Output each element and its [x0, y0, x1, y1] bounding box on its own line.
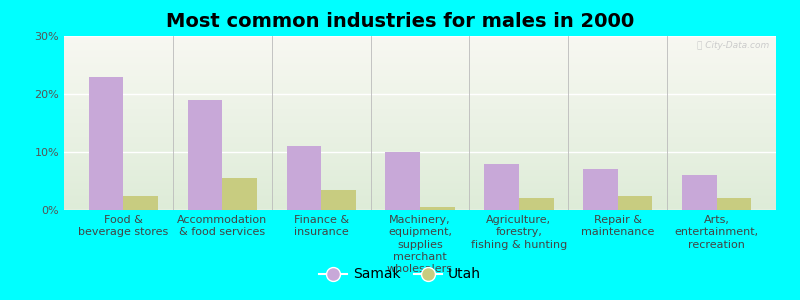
Text: ⓘ City-Data.com: ⓘ City-Data.com: [697, 41, 769, 50]
Bar: [286, 146, 321, 210]
Bar: [89, 76, 123, 210]
Bar: [717, 198, 751, 210]
Bar: [682, 175, 717, 210]
Bar: [321, 190, 356, 210]
Bar: [583, 169, 618, 210]
Bar: [123, 196, 158, 210]
Bar: [222, 178, 257, 210]
Text: Most common industries for males in 2000: Most common industries for males in 2000: [166, 12, 634, 31]
Bar: [420, 207, 454, 210]
Bar: [484, 164, 519, 210]
Bar: [519, 198, 554, 210]
Bar: [386, 152, 420, 210]
Bar: [188, 100, 222, 210]
Legend: Samak, Utah: Samak, Utah: [314, 262, 486, 287]
Bar: [618, 196, 652, 210]
